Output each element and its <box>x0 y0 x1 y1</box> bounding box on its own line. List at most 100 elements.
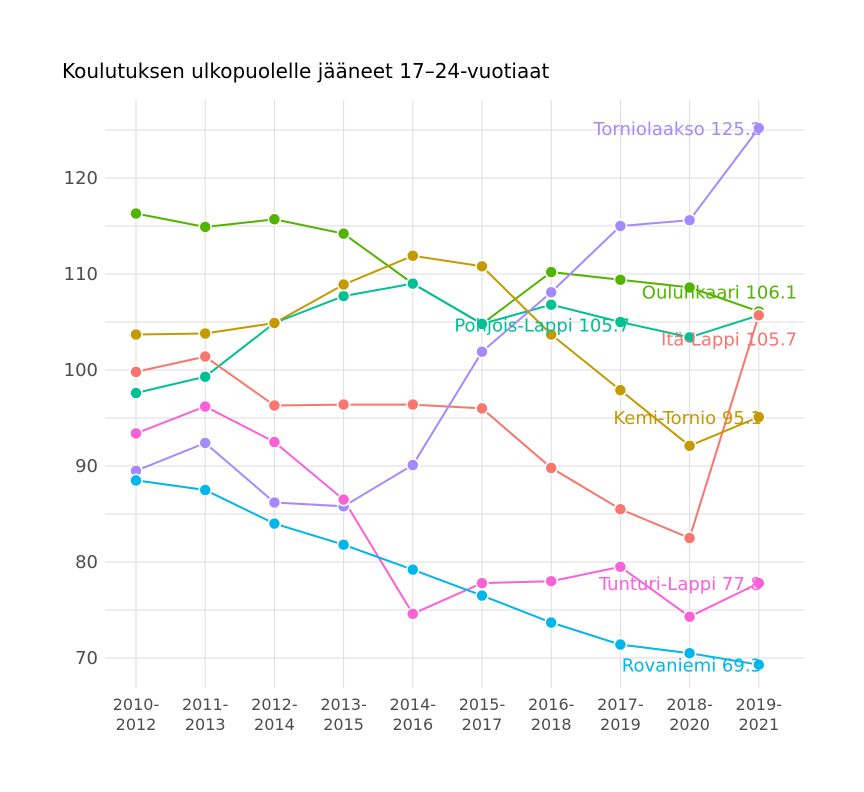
end-label-kemi-tornio: Kemi-Tornio 95.1 <box>613 408 762 429</box>
data-point-tunturi-lappi <box>406 607 420 621</box>
x-tick-label: 2016-2018 <box>528 695 575 734</box>
data-point-kemi-tornio <box>544 327 558 342</box>
data-point-itä-lappi <box>544 461 558 475</box>
series-line-tunturi-lappi <box>135 405 760 618</box>
data-point-itä-lappi <box>752 308 766 323</box>
data-point-itä-lappi <box>336 397 351 412</box>
data-point-pohjois-lappi <box>406 276 420 291</box>
data-point-itä-lappi <box>475 401 489 416</box>
chart-title: Koulutuksen ulkopuolelle jääneet 17–24-v… <box>62 59 549 83</box>
data-point-tunturi-lappi <box>267 435 282 449</box>
data-point-torniolaakso <box>752 121 766 135</box>
y-tick-label: 90 <box>75 456 98 477</box>
data-point-kemi-tornio <box>267 316 282 330</box>
gridlines <box>105 100 805 688</box>
data-point-oulunkaari <box>613 273 628 287</box>
data-point-tunturi-lappi <box>336 492 351 507</box>
data-point-torniolaakso <box>406 458 420 472</box>
data-point-pohjois-lappi <box>198 369 212 384</box>
end-label-rovaniemi: Rovaniemi 69.3 <box>622 656 762 677</box>
data-point-tunturi-lappi <box>198 399 212 414</box>
data-point-rovaniemi <box>129 473 143 488</box>
data-point-oulunkaari <box>198 220 212 234</box>
x-tick-label: 2012-2014 <box>251 695 298 734</box>
data-point-pohjois-lappi <box>336 289 351 303</box>
end-label-torniolaakso: Torniolaakso 125.2 <box>592 119 762 140</box>
series-line-pohjois-lappi <box>135 282 760 394</box>
data-point-itä-lappi <box>129 365 143 379</box>
data-point-oulunkaari <box>129 206 143 221</box>
data-point-rovaniemi <box>336 537 351 552</box>
data-point-rovaniemi <box>752 657 766 672</box>
data-point-kemi-tornio <box>682 439 697 453</box>
x-tick-label: 2015-2017 <box>459 695 506 734</box>
data-point-rovaniemi <box>613 637 628 652</box>
x-axis-ticks: 2010-2012 2011-2013 2012-2014 2013-2015 2014… <box>113 695 782 734</box>
data-point-itä-lappi <box>682 531 697 545</box>
data-point-oulunkaari <box>336 226 351 241</box>
y-tick-label: 110 <box>64 264 98 285</box>
data-point-itä-lappi <box>406 397 420 412</box>
data-point-rovaniemi <box>544 615 558 630</box>
data-point-tunturi-lappi <box>752 576 766 590</box>
data-point-torniolaakso <box>544 285 558 299</box>
data-point-itä-lappi <box>198 349 212 364</box>
data-point-torniolaakso <box>198 436 212 450</box>
series-line-kemi-tornio <box>135 254 760 447</box>
x-tick-label: 2019-2021 <box>736 695 783 734</box>
data-point-kemi-tornio <box>336 277 351 292</box>
data-point-kemi-tornio <box>198 326 212 341</box>
y-tick-label: 100 <box>64 360 98 381</box>
data-point-itä-lappi <box>267 398 282 413</box>
y-tick-label: 80 <box>75 552 98 573</box>
data-point-itä-lappi <box>613 502 628 516</box>
data-point-kemi-tornio <box>475 259 489 274</box>
data-point-tunturi-lappi <box>129 426 143 441</box>
data-point-kemi-tornio <box>406 249 420 263</box>
data-point-rovaniemi <box>682 646 697 660</box>
end-label-tunturi-lappi: Tunturi-Lappi 77.8 <box>598 574 762 595</box>
data-point-torniolaakso <box>475 345 489 359</box>
x-tick-label: 2013-2015 <box>320 695 367 734</box>
data-point-oulunkaari <box>682 280 697 295</box>
data-point-kemi-tornio <box>613 383 628 397</box>
data-point-torniolaakso <box>682 213 697 227</box>
data-point-rovaniemi <box>475 588 489 603</box>
data-point-rovaniemi <box>406 562 420 577</box>
data-point-oulunkaari <box>544 265 558 279</box>
x-tick-label: 2014-2016 <box>390 695 437 734</box>
data-point-oulunkaari <box>267 212 282 227</box>
y-axis-ticks: 70 80 90 100 110 120 <box>64 168 98 669</box>
series-line-torniolaakso <box>135 127 760 508</box>
data-point-tunturi-lappi <box>475 576 489 590</box>
end-labels: Oulunkaari 106.1 Pohjois-Lappi 105.7 Itä-L… <box>454 119 797 677</box>
x-tick-label: 2011-2013 <box>182 695 229 734</box>
end-label-pohjois-lappi: Pohjois-Lappi 105.7 <box>454 315 630 336</box>
data-point-torniolaakso <box>267 495 282 510</box>
x-tick-label: 2018-2020 <box>666 695 713 734</box>
data-point-rovaniemi <box>267 516 282 531</box>
data-point-pohjois-lappi <box>682 330 697 345</box>
data-point-tunturi-lappi <box>682 609 697 624</box>
series-lines <box>135 127 760 666</box>
data-point-pohjois-lappi <box>613 315 628 329</box>
end-label-oulunkaari: Oulunkaari 106.1 <box>642 282 797 303</box>
series-line-rovaniemi <box>135 479 759 666</box>
data-point-tunturi-lappi <box>613 560 628 574</box>
series-line-oulunkaari <box>135 212 760 326</box>
data-point-kemi-tornio <box>129 327 143 342</box>
data-point-tunturi-lappi <box>544 574 558 588</box>
y-tick-label: 70 <box>75 648 98 669</box>
y-tick-label: 120 <box>64 168 98 189</box>
data-point-torniolaakso <box>613 219 628 233</box>
data-point-kemi-tornio <box>752 410 766 424</box>
data-point-pohjois-lappi <box>129 386 143 400</box>
series-points <box>129 121 766 672</box>
x-tick-label: 2017-2019 <box>597 695 644 734</box>
data-point-pohjois-lappi <box>475 317 489 331</box>
end-label-itä-lappi: Itä-Lappi 105.7 <box>661 329 797 350</box>
x-tick-label: 2010-2012 <box>113 695 160 734</box>
data-point-rovaniemi <box>198 483 212 497</box>
data-point-pohjois-lappi <box>544 297 558 312</box>
